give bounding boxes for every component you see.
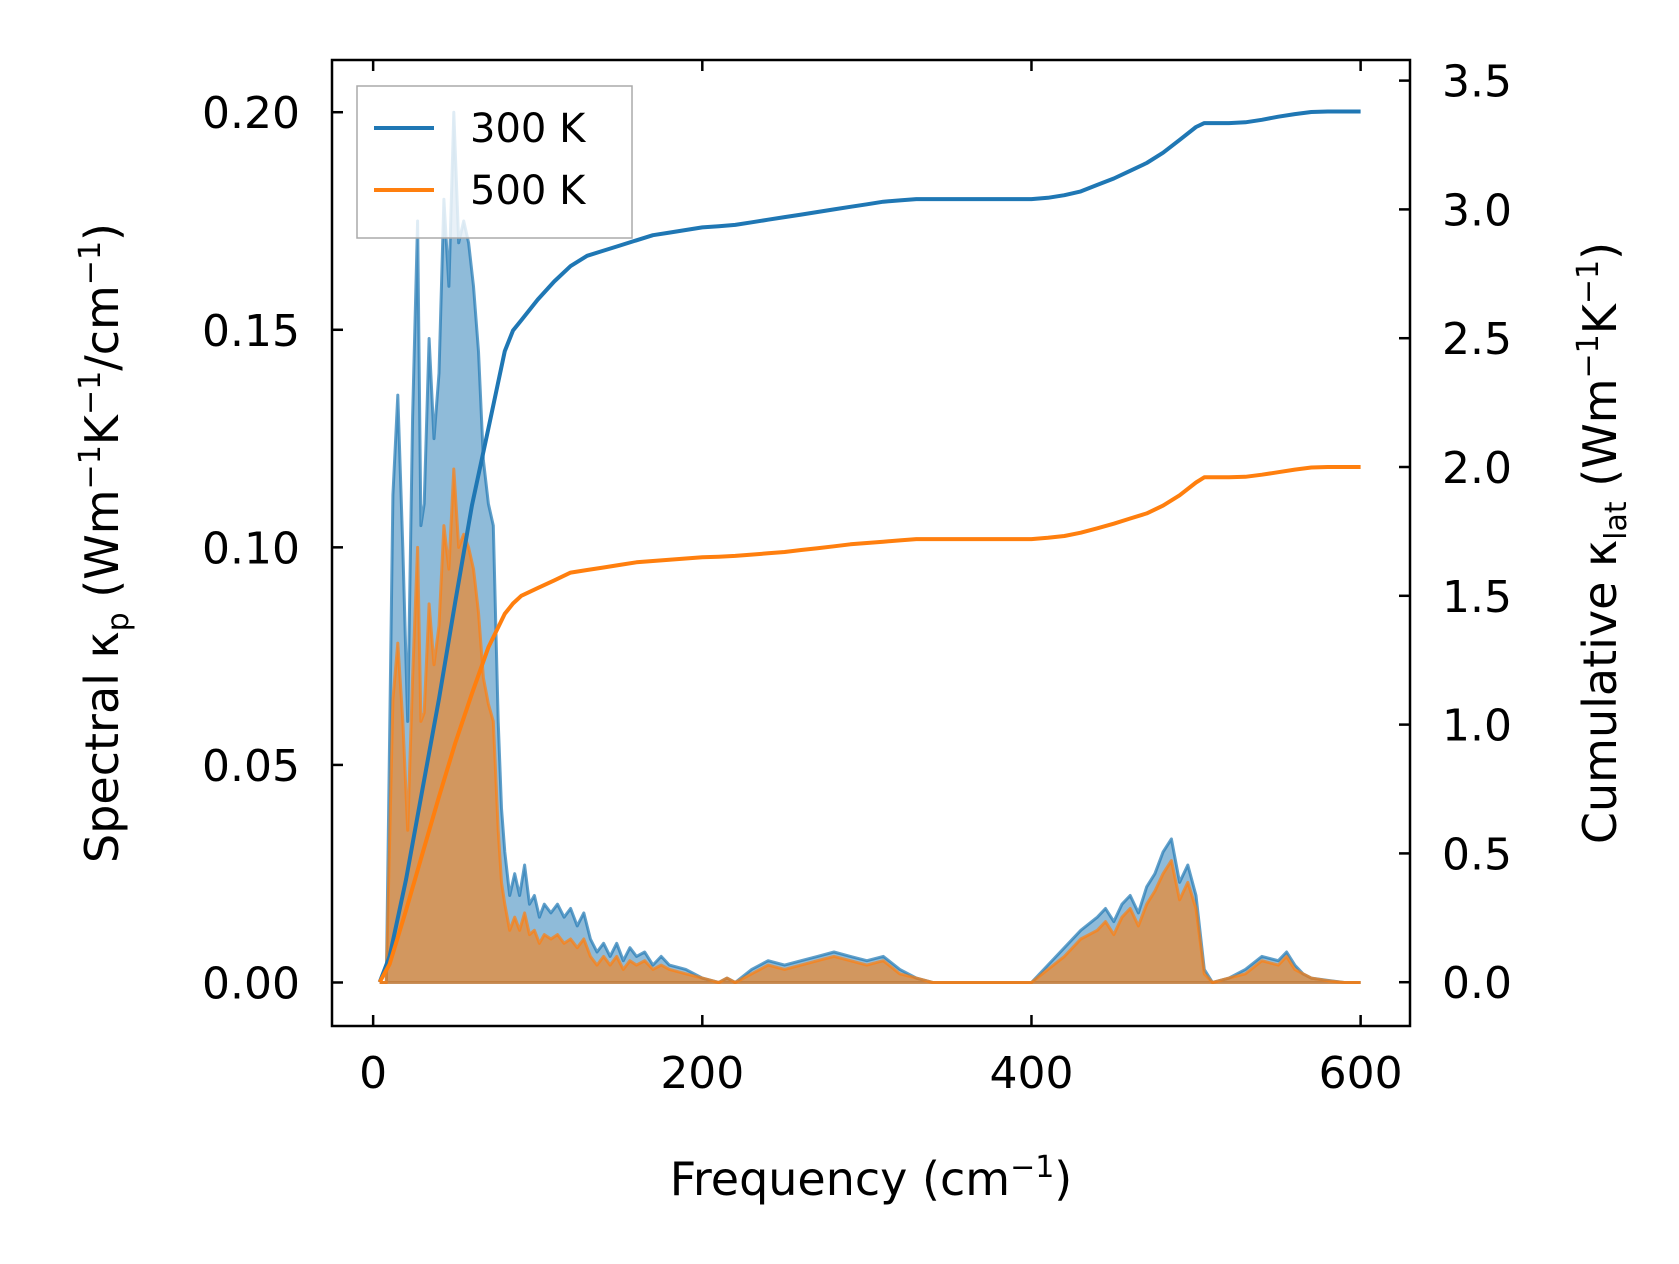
axis-ticks xyxy=(332,60,1410,1026)
cumulative-lines xyxy=(377,109,1361,984)
cumulative-line-500k xyxy=(377,465,1361,984)
y-right-tick-label: 1.0 xyxy=(1442,701,1512,752)
x-tick-label: 200 xyxy=(660,1048,744,1099)
y-right-tick-label: 3.0 xyxy=(1442,185,1512,236)
y-left-tick-label: 0.05 xyxy=(202,741,300,792)
y-left-tick-label: 0.15 xyxy=(202,306,300,357)
x-tick-label: 400 xyxy=(989,1048,1073,1099)
spectral-area-300k xyxy=(379,112,1361,983)
spectral-line-300k xyxy=(379,110,1361,984)
y-right-tick-label: 0.0 xyxy=(1442,958,1512,1009)
y-left-tick-label: 0.10 xyxy=(202,523,300,574)
spectral-fill-areas xyxy=(379,112,1361,983)
x-axis-title: Frequency (cm−1) xyxy=(670,1150,1073,1206)
plot-frame xyxy=(330,58,1412,1028)
y-left-axis-title: Spectral κp (Wm−1K−1/cm−1) xyxy=(73,223,136,863)
spectral-line-500k xyxy=(379,467,1361,984)
y-right-axis-title: Cumulative κlat (Wm−1K−1) xyxy=(1571,242,1634,844)
spectral-area-500k xyxy=(379,469,1361,983)
y-right-tick-label: 0.5 xyxy=(1442,829,1512,880)
y-left-tick-label: 0.00 xyxy=(202,958,300,1009)
y-right-tick-label: 2.5 xyxy=(1442,314,1512,365)
y-right-tick-label: 3.5 xyxy=(1442,57,1512,108)
spectral-lines xyxy=(379,110,1361,984)
legend-box xyxy=(356,85,633,239)
y-right-tick-label: 2.0 xyxy=(1442,443,1512,494)
x-tick-label: 600 xyxy=(1319,1048,1403,1099)
legend-label-500k: 500 K xyxy=(470,168,587,214)
legend-label-300k: 300 K xyxy=(470,106,587,152)
y-left-tick-label: 0.20 xyxy=(202,88,300,139)
axis-tick-labels: 0 200 400 600 0.00 0.05 0.10 0.15 0.20 0.0 0.5 1.0 1… xyxy=(202,57,1512,1099)
x-tick-label: 0 xyxy=(359,1048,387,1099)
y-right-tick-label: 1.5 xyxy=(1442,572,1512,623)
legend: 300 K 500 K xyxy=(356,85,633,239)
cumulative-line-300k xyxy=(377,109,1361,983)
